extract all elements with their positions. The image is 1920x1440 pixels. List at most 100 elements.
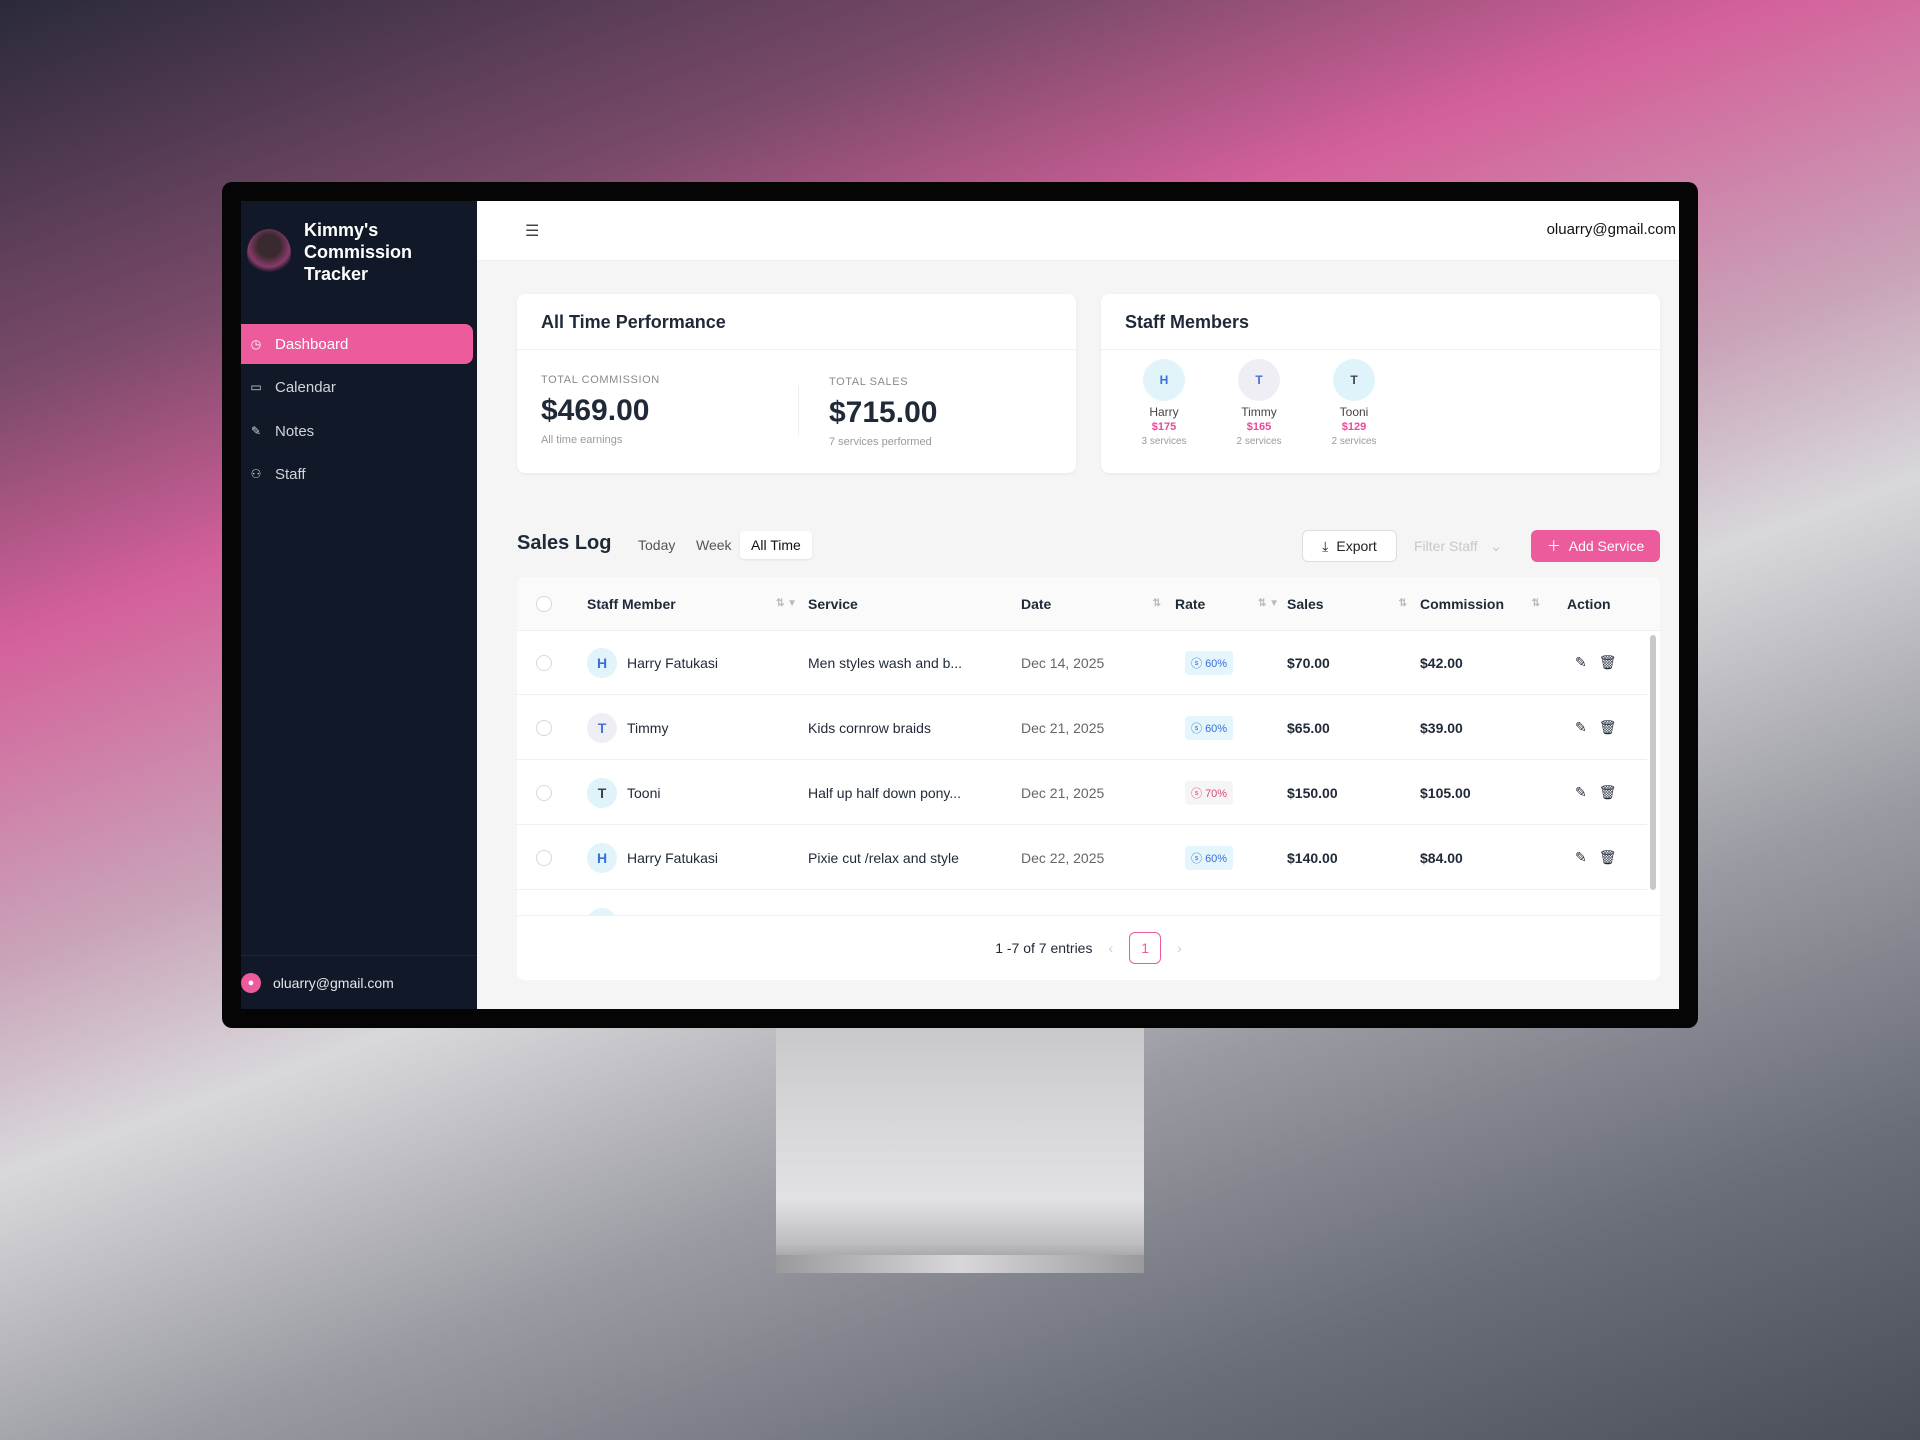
sales: $70.00 xyxy=(1287,654,1330,671)
total-sales: TOTAL SALES $715.00 7 services performed xyxy=(829,376,937,448)
page-1-button[interactable]: 1 xyxy=(1129,932,1162,964)
header-user-email[interactable]: oluarry@gmail.com xyxy=(1546,221,1676,238)
filter-week[interactable]: Week xyxy=(696,537,732,553)
column-sales[interactable]: Sales ⇅ xyxy=(1287,577,1407,630)
edit-icon[interactable]: ✎ xyxy=(1575,654,1587,670)
column-staff[interactable]: Staff Member ⇅ ▼ xyxy=(587,577,797,630)
staff-name: Harry Fatukasi xyxy=(627,849,719,866)
column-label: Commission xyxy=(1420,595,1505,612)
sort-icon[interactable]: ⇅ xyxy=(1531,598,1540,609)
avatar: T xyxy=(1238,359,1280,401)
edit-icon[interactable]: ✎ xyxy=(1575,784,1587,800)
column-label: Date xyxy=(1021,595,1052,612)
sidebar-item-notes[interactable]: ✎ Notes xyxy=(241,411,473,451)
staff-amount: $129 xyxy=(1341,421,1367,433)
staff-title: Staff Members xyxy=(1101,294,1660,350)
column-date[interactable]: Date ⇅ xyxy=(1021,577,1161,630)
sales: $150.00 xyxy=(1287,784,1338,801)
staff-card: Staff Members H Harry $175 3 services T Timm… xyxy=(1101,294,1660,473)
column-label: Action xyxy=(1567,595,1611,612)
stat-label: TOTAL COMMISSION xyxy=(541,374,660,386)
select-all-checkbox[interactable] xyxy=(536,595,552,612)
staff-member[interactable]: T Timmy $165 2 services xyxy=(1214,359,1304,447)
table-row-partial xyxy=(517,891,1647,915)
next-page-icon[interactable]: › xyxy=(1177,940,1182,956)
edit-icon[interactable]: ✎ xyxy=(1575,719,1587,735)
avatar: H xyxy=(587,842,617,873)
staff-count: 3 services xyxy=(1141,436,1187,447)
column-label: Service xyxy=(808,595,858,612)
column-label: Rate xyxy=(1175,595,1206,612)
staff-member[interactable]: T Tooni $129 2 services xyxy=(1309,359,1399,447)
row-checkbox[interactable] xyxy=(536,654,552,671)
trash-icon[interactable]: 🗑︎ xyxy=(1598,719,1617,735)
avatar: H xyxy=(587,647,617,678)
export-button[interactable]: ⤓ Export xyxy=(1302,530,1397,562)
sort-icon[interactable]: ⇅ xyxy=(1398,598,1407,609)
sidebar-item-staff[interactable]: ⚇ Staff xyxy=(241,454,473,494)
top-bar: ☰ oluarry@gmail.com xyxy=(477,201,1679,261)
table-row: T Tooni Half up half down pony... Dec 21,… xyxy=(517,761,1647,825)
menu-collapse-icon[interactable]: ☰ xyxy=(525,223,540,240)
pagination-summary: 1 -7 of 7 entries xyxy=(995,940,1093,956)
filter-all-time[interactable]: All Time xyxy=(740,531,812,559)
table-scrollbar[interactable] xyxy=(1650,635,1656,890)
sales: $65.00 xyxy=(1287,719,1330,736)
table-body: H Harry Fatukasi Men styles wash and b...… xyxy=(517,631,1660,915)
sort-icon[interactable]: ⇅ ▼ xyxy=(1257,598,1279,609)
sidebar-item-label: Calendar xyxy=(275,378,336,396)
sidebar-item-calendar[interactable]: ▭ Calendar xyxy=(241,367,473,407)
row-checkbox[interactable] xyxy=(536,849,552,866)
staff-amount: $165 xyxy=(1246,421,1272,433)
date: Dec 21, 2025 xyxy=(1021,719,1105,736)
commission: $84.00 xyxy=(1420,849,1463,866)
edit-icon[interactable]: ✎ xyxy=(1575,849,1587,865)
stat-sub: 7 services performed xyxy=(829,436,932,448)
staff-name: Harry Fatukasi xyxy=(627,654,719,671)
sidebar-user[interactable]: ● oluarry@gmail.com xyxy=(241,955,477,1009)
stat-value: $469.00 xyxy=(541,394,650,427)
divider xyxy=(798,386,799,436)
rate-badge: ⓢ 70% xyxy=(1185,780,1234,805)
app-screen: Kimmy's Commission Tracker ◷ Dashboard ▭ C… xyxy=(241,201,1679,1009)
trash-icon[interactable]: 🗑︎ xyxy=(1598,784,1617,800)
add-service-label: Add Service xyxy=(1568,538,1645,554)
user-icon: ● xyxy=(241,972,261,993)
table-row: H Harry Fatukasi Men styles wash and b...… xyxy=(517,631,1647,695)
row-checkbox[interactable] xyxy=(536,719,552,736)
export-label: Export xyxy=(1336,538,1377,554)
table-row: H Harry Fatukasi Pixie cut /relax and sty… xyxy=(517,826,1647,890)
table-header: Staff Member ⇅ ▼ Service Date ⇅ Rate ⇅ ▼ Sa… xyxy=(517,577,1660,631)
row-checkbox[interactable] xyxy=(536,784,552,801)
commission: $39.00 xyxy=(1420,719,1463,736)
trash-icon[interactable]: 🗑︎ xyxy=(1598,654,1617,670)
prev-page-icon[interactable]: ‹ xyxy=(1108,940,1114,956)
filter-today[interactable]: Today xyxy=(638,537,676,553)
column-label: Staff Member xyxy=(587,595,676,612)
sales-log-title: Sales Log xyxy=(517,532,612,554)
trash-icon[interactable]: 🗑︎ xyxy=(1598,849,1617,865)
service: Pixie cut /relax and style xyxy=(808,849,959,866)
staff-name: Tooni xyxy=(1339,405,1369,419)
service: Men styles wash and b... xyxy=(808,654,963,671)
staff-count: 2 services xyxy=(1236,436,1282,447)
column-commission[interactable]: Commission ⇅ xyxy=(1420,577,1540,630)
staff-member[interactable]: H Harry $175 3 services xyxy=(1119,359,1209,447)
date: Dec 21, 2025 xyxy=(1021,784,1105,801)
sort-icon[interactable]: ⇅ ▼ xyxy=(775,598,797,609)
performance-card: All Time Performance TOTAL COMMISSION $4… xyxy=(517,294,1076,473)
avatar: T xyxy=(1333,359,1375,401)
table-row: T Timmy Kids cornrow braids Dec 21, 2025 … xyxy=(517,696,1647,760)
sort-icon[interactable]: ⇅ xyxy=(1152,598,1161,609)
add-service-button[interactable]: ＋ Add Service xyxy=(1531,530,1660,562)
sidebar-item-dashboard[interactable]: ◷ Dashboard xyxy=(241,324,473,364)
chevron-down-icon: ⌄ xyxy=(1490,537,1502,554)
rate-value: 60% xyxy=(1205,852,1228,865)
performance-title: All Time Performance xyxy=(517,294,1076,350)
commission: $42.00 xyxy=(1420,654,1463,671)
total-commission: TOTAL COMMISSION $469.00 All time earnin… xyxy=(541,374,660,446)
staff-count: 2 services xyxy=(1331,436,1377,447)
column-rate[interactable]: Rate ⇅ ▼ xyxy=(1175,577,1279,630)
filter-staff-select[interactable]: Filter Staff ⌄ xyxy=(1408,530,1508,562)
stat-label: TOTAL SALES xyxy=(829,376,909,388)
